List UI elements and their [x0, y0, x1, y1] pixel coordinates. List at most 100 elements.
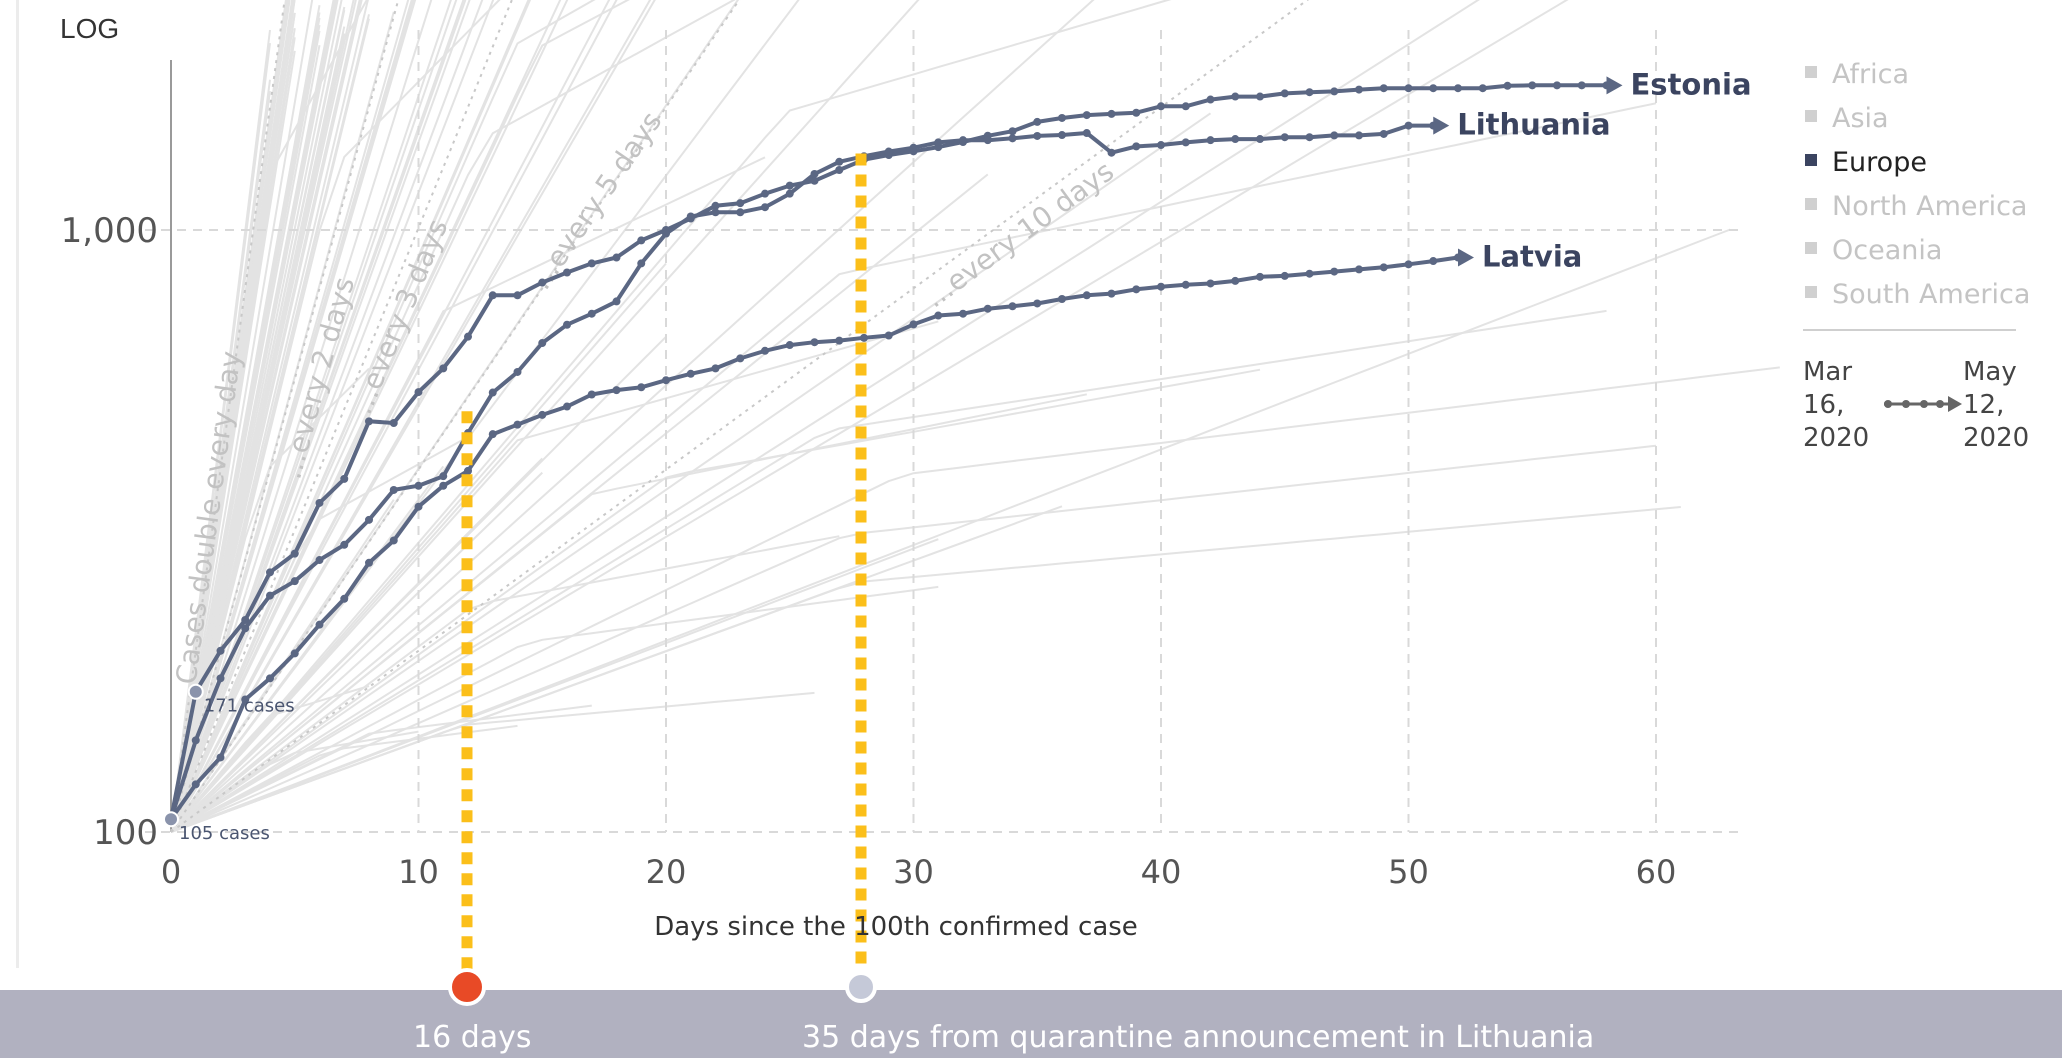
legend-item: North America — [1832, 191, 2027, 222]
data-point — [315, 556, 324, 565]
data-point — [340, 540, 349, 549]
background-country-line — [170, 0, 736, 833]
background-country-line — [170, 0, 501, 833]
y-tick-label: 1,000 — [61, 211, 158, 251]
data-point — [1082, 129, 1091, 138]
data-point — [488, 388, 497, 397]
data-point — [1231, 135, 1240, 144]
data-point — [587, 390, 596, 399]
data-point — [1330, 87, 1339, 96]
data-point — [711, 208, 720, 217]
data-point — [538, 410, 547, 419]
background-country-line — [170, 0, 920, 833]
data-point — [1379, 84, 1388, 93]
data-point — [761, 189, 769, 198]
data-point — [1157, 141, 1165, 150]
background-country-line — [170, 0, 618, 833]
data-point — [884, 331, 893, 340]
marker-1-label: 16 days — [413, 1020, 532, 1055]
background-country-line — [170, 79, 271, 833]
background-country-line — [170, 0, 611, 833]
data-point — [191, 780, 200, 789]
x-tick-label: 50 — [1388, 853, 1429, 891]
data-point — [1181, 138, 1190, 147]
time-start-label: 2020 — [1803, 423, 1869, 453]
background-country-line — [170, 585, 939, 833]
legend-swatch — [1805, 66, 1817, 78]
data-point — [1256, 272, 1264, 281]
data-point — [1107, 109, 1116, 118]
time-arrow-dot — [1902, 400, 1910, 408]
data-point — [686, 369, 695, 378]
data-point — [785, 189, 794, 198]
doubling-guide-line — [170, 0, 741, 833]
background-country-line — [170, 0, 1480, 833]
doubling-guide-line — [170, 0, 1309, 833]
x-tick-label: 20 — [646, 853, 687, 891]
data-point — [266, 591, 274, 600]
data-point — [835, 157, 844, 166]
data-point — [389, 536, 398, 545]
background-country-line — [170, 0, 630, 833]
data-point — [414, 481, 423, 490]
data-point — [612, 253, 621, 262]
legend-swatch — [1805, 154, 1817, 166]
doubling-guide-line — [170, 0, 513, 833]
data-point — [1181, 102, 1190, 111]
data-point — [513, 367, 522, 376]
series-layer: Estonia Lithuania Latvia — [167, 67, 1752, 824]
data-point — [1305, 88, 1314, 97]
data-point — [414, 502, 423, 511]
left-divider — [16, 0, 19, 968]
x-tick-label: 0 — [161, 853, 181, 891]
data-point — [464, 332, 472, 341]
series-end-arrow — [1433, 116, 1450, 135]
time-end-label: May — [1963, 357, 2017, 387]
background-country-line — [170, 0, 417, 833]
background-country-line — [170, 506, 1681, 833]
data-point — [1256, 135, 1264, 144]
background-country-line — [170, 0, 484, 833]
data-point — [983, 136, 992, 145]
data-point — [1008, 302, 1017, 311]
data-point — [1033, 299, 1042, 308]
log-scale-label[interactable]: LOG — [60, 13, 119, 44]
marker-2-dot[interactable] — [845, 971, 877, 1003]
data-point — [761, 346, 769, 355]
data-point — [637, 259, 646, 268]
legend-item: Oceania — [1832, 235, 1942, 266]
data-point — [1058, 131, 1066, 140]
marker-1-dot[interactable] — [448, 968, 486, 1006]
data-point — [365, 515, 373, 524]
data-point — [439, 364, 448, 373]
data-point — [835, 165, 844, 174]
data-point — [389, 418, 398, 427]
data-point — [1577, 81, 1586, 90]
quarantine-markers — [461, 153, 867, 972]
data-point — [983, 304, 992, 313]
data-point — [538, 278, 547, 287]
data-point — [959, 309, 967, 318]
series-end-arrow — [1458, 248, 1474, 267]
data-point — [1206, 95, 1215, 104]
annotation-label: 171 cases — [204, 696, 295, 717]
data-point — [513, 420, 522, 429]
axis-ticks: 0 10 20 30 40 50 60 100 1,000 — [61, 211, 1677, 891]
data-point — [1429, 257, 1438, 266]
time-arrow-head — [1948, 396, 1962, 412]
data-point — [290, 549, 299, 558]
chart: Cases double every day ...every 2 days...… — [60, 0, 2030, 972]
data-point — [1429, 84, 1438, 93]
data-point — [1528, 81, 1537, 90]
background-country-line — [170, 366, 1780, 833]
background-country-line — [170, 0, 800, 833]
data-point — [785, 341, 794, 350]
bottom-bar — [0, 990, 2062, 1058]
data-point — [1355, 85, 1363, 94]
data-point — [587, 259, 596, 268]
data-point — [1404, 121, 1413, 130]
series-end-arrow — [1606, 76, 1623, 95]
data-point — [315, 498, 324, 507]
data-point — [711, 201, 720, 210]
annotation-point — [187, 683, 204, 700]
